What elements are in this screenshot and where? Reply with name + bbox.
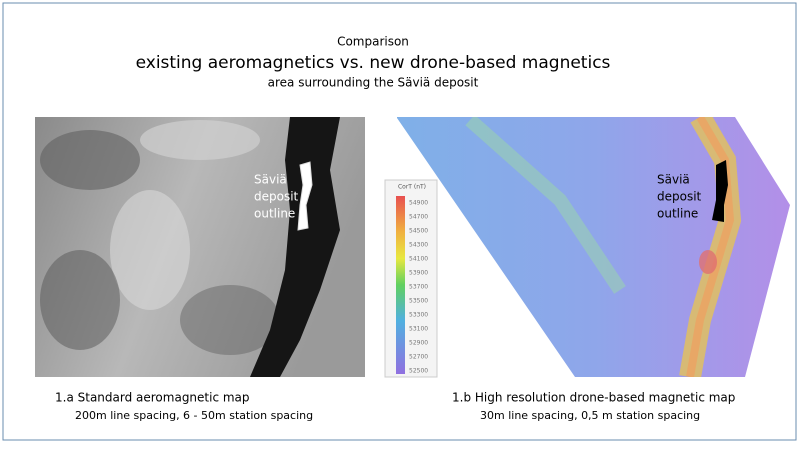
- legend-label: 53500: [409, 298, 428, 305]
- legend-label: 54300: [409, 242, 428, 249]
- caption: 1.a Standard aeromagnetic map: [55, 391, 250, 405]
- map-label: deposit: [254, 190, 299, 204]
- legend-title: CorT (nT): [398, 184, 426, 191]
- caption-detail: 30m line spacing, 0,5 m station spacing: [480, 409, 700, 422]
- caption: 1.b High resolution drone-based magnetic…: [452, 391, 735, 405]
- legend-label: 54100: [409, 256, 428, 263]
- caption-detail: 200m line spacing, 6 - 50m station spaci…: [75, 409, 313, 422]
- legend-label: 54700: [409, 214, 428, 221]
- map-label: outline: [254, 207, 295, 221]
- legend-label: 53900: [409, 270, 428, 277]
- legend-label: 53100: [409, 326, 428, 333]
- legend-label: 54500: [409, 228, 428, 235]
- tagline: area surrounding the Säviä deposit: [268, 76, 479, 90]
- map-label: Säviä: [254, 173, 287, 187]
- title: Comparison: [337, 35, 409, 49]
- color-legend: [384, 179, 438, 378]
- deposit-outline: [297, 161, 313, 231]
- legend-label: 53700: [409, 284, 428, 291]
- deposit-outline: [712, 160, 728, 222]
- map-label: Säviä: [657, 173, 690, 187]
- legend-label: 52700: [409, 354, 428, 361]
- aeromagnetic-map: [35, 117, 365, 377]
- legend-label: 54900: [409, 200, 428, 207]
- map-label: deposit: [657, 190, 702, 204]
- subtitle: existing aeromagnetics vs. new drone-bas…: [136, 53, 611, 73]
- legend-label: 53300: [409, 312, 428, 319]
- legend-label: 52500: [409, 368, 428, 375]
- legend-label: 52900: [409, 340, 428, 347]
- legend-labels: 54900 54700 54500 54300 54100 53900 53700 53500…: [409, 200, 428, 375]
- map-label: outline: [657, 207, 698, 221]
